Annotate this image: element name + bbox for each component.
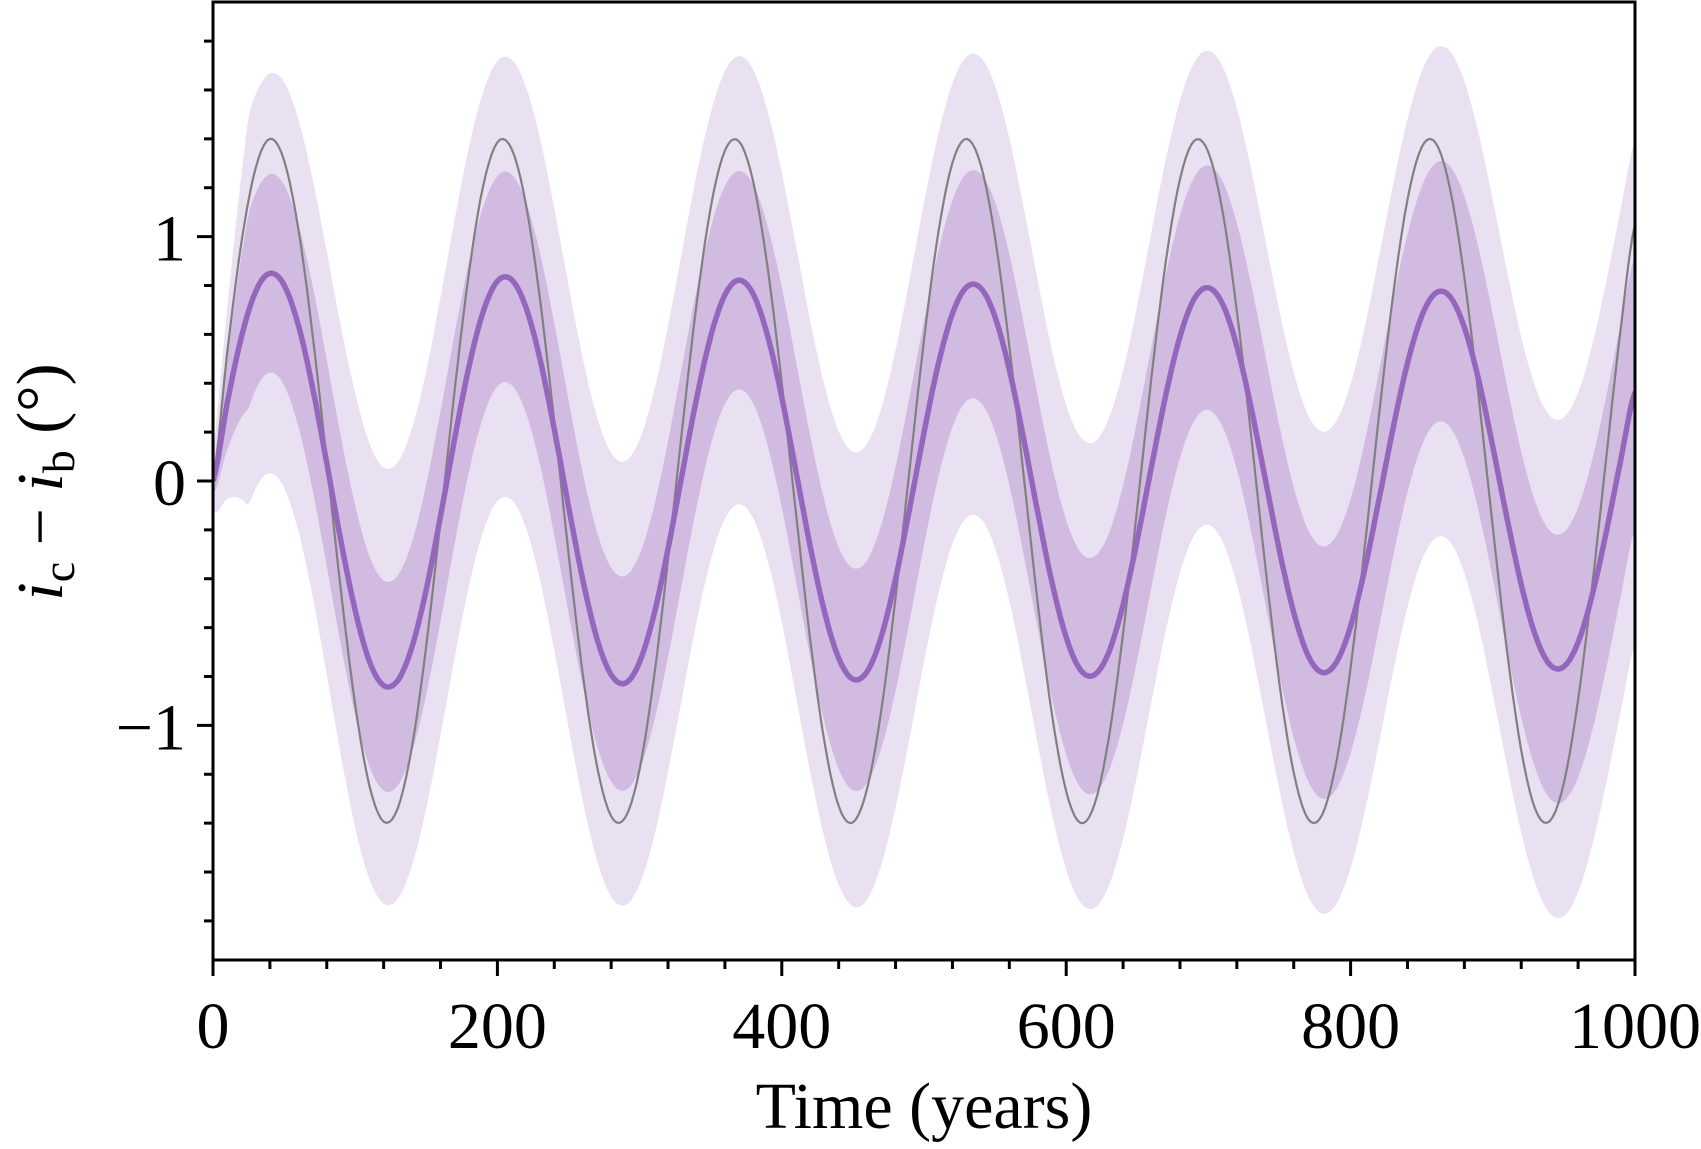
plot-area <box>213 46 1635 919</box>
ylabel-sub2: b <box>33 450 84 473</box>
ylabel-var2: i <box>4 473 77 491</box>
ylabel-var1: i <box>4 582 77 600</box>
x-tick-label: 400 <box>732 990 831 1063</box>
y-tick-label: 0 <box>153 447 186 520</box>
ylabel-unit: (°) <box>4 363 77 450</box>
x-axis-label: Time (years) <box>756 1070 1093 1143</box>
ylabel-minus: − <box>4 492 77 562</box>
x-tick-label: 200 <box>448 990 547 1063</box>
x-tick-label: 0 <box>197 990 230 1063</box>
inner-band <box>213 160 1635 804</box>
y-tick-label: −1 <box>116 691 186 764</box>
x-tick-label: 1000 <box>1569 990 1701 1063</box>
reference-line <box>213 137 1635 825</box>
y-tick-label: 1 <box>153 203 186 276</box>
ticks: 0 200 400 600 800 1000 −1 0 1 <box>116 39 1701 1063</box>
y-axis-label: ic − ib (°) <box>4 363 84 600</box>
ylabel-sub1: c <box>33 562 84 582</box>
x-tick-label: 600 <box>1017 990 1116 1063</box>
x-tick-label: 800 <box>1301 990 1400 1063</box>
median-line <box>213 270 1635 690</box>
